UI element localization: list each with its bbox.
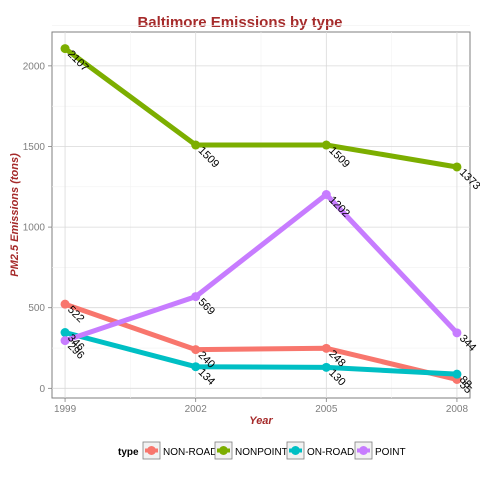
legend-swatch-point-non-road (147, 446, 156, 455)
data-point-nonpoint (60, 44, 70, 54)
series-line-non-road (62, 301, 460, 382)
data-point-on-road (321, 362, 331, 372)
data-point-non-road (60, 299, 70, 309)
legend-label-non-road: NON-ROAD (163, 447, 217, 458)
x-tick-label: 2002 (185, 404, 208, 415)
y-tick-label: 0 (39, 384, 45, 395)
data-point-point (452, 328, 462, 338)
legend-label-on-road: ON-ROAD (307, 447, 354, 458)
legend-title: type (118, 447, 139, 458)
legend: type NON-ROAD NONPOINT ON-ROAD POINT (118, 441, 406, 460)
chart-title: Baltimore Emissions by type (137, 14, 343, 31)
data-point-point (191, 292, 201, 302)
series-line-on-road (62, 330, 460, 377)
series-lines (62, 46, 460, 382)
data-point-nonpoint (191, 140, 201, 150)
legend-swatch-point-nonpoint (219, 446, 228, 455)
series-line-point (62, 192, 460, 344)
data-point-nonpoint (452, 162, 462, 172)
legend-label-point: POINT (375, 447, 406, 458)
data-point-on-road (191, 362, 201, 372)
x-tick-label: 2008 (446, 404, 469, 415)
x-axis-ticks: 1999 2002 2005 2008 (54, 398, 469, 415)
x-tick-label: 2005 (315, 404, 338, 415)
data-point-on-road (452, 369, 462, 379)
series-points (60, 44, 462, 384)
y-tick-label: 1000 (23, 223, 46, 234)
x-axis-title: Year (249, 415, 273, 427)
y-tick-label: 2000 (23, 61, 46, 72)
data-point-nonpoint (321, 140, 331, 150)
y-tick-label: 500 (28, 303, 45, 314)
data-point-non-road (191, 345, 201, 355)
y-tick-label: 1500 (23, 142, 46, 153)
legend-swatch-point-point (359, 446, 368, 455)
data-point-on-road (60, 328, 70, 338)
x-tick-label: 1999 (54, 404, 77, 415)
data-point-non-road (321, 343, 331, 353)
data-point-point (321, 190, 331, 200)
data-point-point (60, 336, 70, 346)
y-axis-ticks: 0 500 1000 1500 2000 (23, 61, 52, 395)
legend-label-nonpoint: NONPOINT (235, 447, 288, 458)
y-axis-title: PM2.5 Emissions (tons) (9, 153, 21, 277)
legend-swatch-point-on-road (291, 446, 300, 455)
series-line-nonpoint (62, 46, 460, 170)
